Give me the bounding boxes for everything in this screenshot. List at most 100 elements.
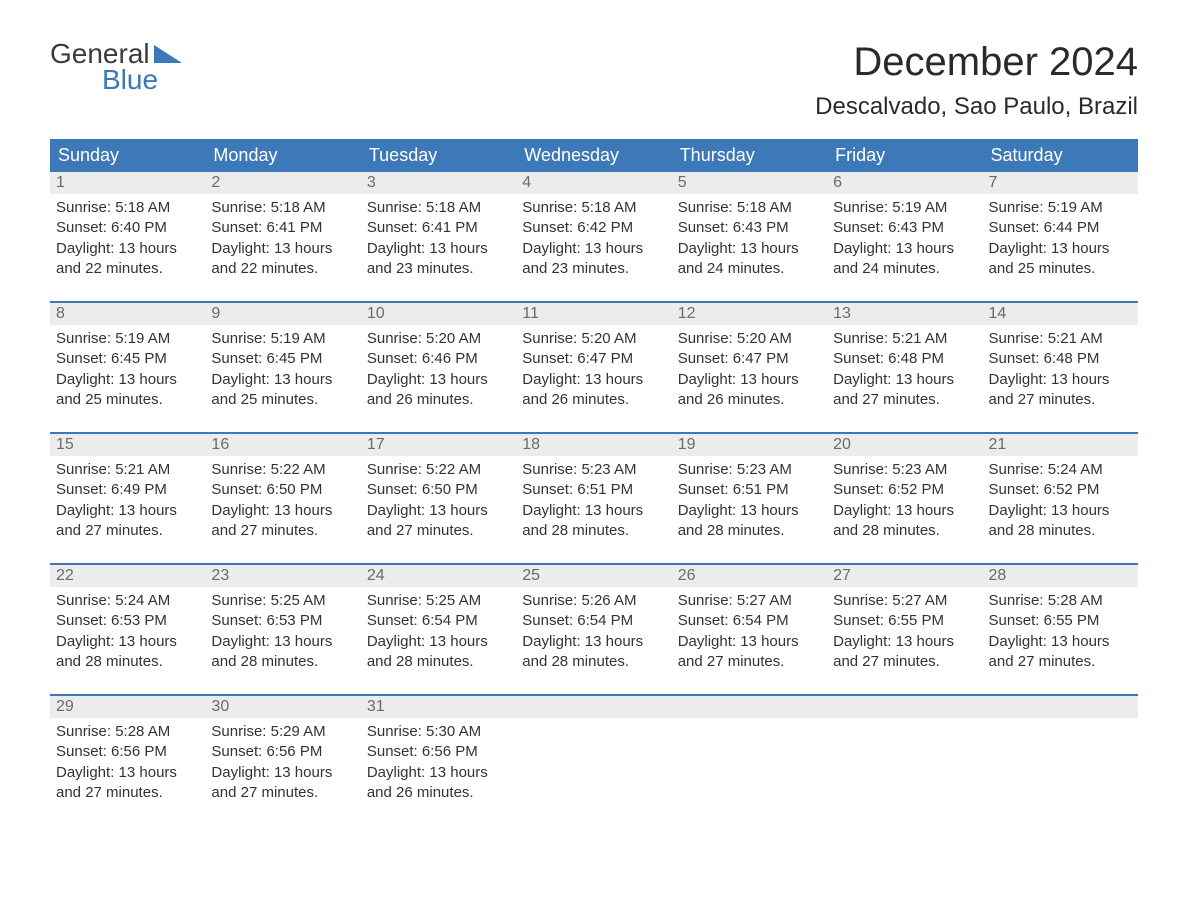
sunset-line: Sunset: 6:56 PM [367,742,510,762]
day-body: Sunrise: 5:19 AMSunset: 6:44 PMDaylight:… [983,194,1138,287]
day-header-row: SundayMondayTuesdayWednesdayThursdayFrid… [50,139,1138,172]
day-number-row: 1234567 [50,172,1138,194]
sunrise-line: Sunrise: 5:20 AM [367,329,510,349]
day-body [983,718,1138,811]
sunrise-line: Sunrise: 5:19 AM [833,198,976,218]
day-number: 28 [983,565,1138,587]
day-body: Sunrise: 5:25 AMSunset: 6:54 PMDaylight:… [361,587,516,680]
day-body: Sunrise: 5:22 AMSunset: 6:50 PMDaylight:… [205,456,360,549]
sunrise-line: Sunrise: 5:27 AM [833,591,976,611]
day-number: 5 [672,172,827,194]
sunset-line: Sunset: 6:53 PM [211,611,354,631]
day-body: Sunrise: 5:20 AMSunset: 6:46 PMDaylight:… [361,325,516,418]
daylight-line: Daylight: 13 hours and 27 minutes. [211,501,354,542]
week-spacer [50,418,1138,432]
day-number: 2 [205,172,360,194]
day-number: 20 [827,434,982,456]
sunset-line: Sunset: 6:45 PM [211,349,354,369]
day-number: 15 [50,434,205,456]
sunrise-line: Sunrise: 5:23 AM [522,460,665,480]
day-body: Sunrise: 5:20 AMSunset: 6:47 PMDaylight:… [672,325,827,418]
sunrise-line: Sunrise: 5:28 AM [56,722,199,742]
daylight-line: Daylight: 13 hours and 27 minutes. [56,763,199,804]
week-spacer [50,680,1138,694]
week: 891011121314Sunrise: 5:19 AMSunset: 6:45… [50,301,1138,432]
sunset-line: Sunset: 6:55 PM [989,611,1132,631]
sunrise-line: Sunrise: 5:21 AM [56,460,199,480]
day-body-row: Sunrise: 5:28 AMSunset: 6:56 PMDaylight:… [50,718,1138,811]
sunrise-line: Sunrise: 5:24 AM [56,591,199,611]
day-number: 1 [50,172,205,194]
day-number: 31 [361,696,516,718]
day-number: 25 [516,565,671,587]
sunrise-line: Sunrise: 5:20 AM [522,329,665,349]
daylight-line: Daylight: 13 hours and 27 minutes. [211,763,354,804]
sunrise-line: Sunrise: 5:29 AM [211,722,354,742]
day-number: 8 [50,303,205,325]
sunrise-line: Sunrise: 5:18 AM [678,198,821,218]
day-number: 17 [361,434,516,456]
day-number: 21 [983,434,1138,456]
sunrise-line: Sunrise: 5:18 AM [211,198,354,218]
page-header: General Blue December 2024 Descalvado, S… [50,40,1138,121]
day-header-cell: Thursday [672,139,827,172]
daylight-line: Daylight: 13 hours and 26 minutes. [367,370,510,411]
day-body: Sunrise: 5:18 AMSunset: 6:41 PMDaylight:… [361,194,516,287]
sunset-line: Sunset: 6:51 PM [678,480,821,500]
day-header-cell: Wednesday [516,139,671,172]
day-body: Sunrise: 5:23 AMSunset: 6:51 PMDaylight:… [516,456,671,549]
daylight-line: Daylight: 13 hours and 28 minutes. [833,501,976,542]
day-body: Sunrise: 5:18 AMSunset: 6:40 PMDaylight:… [50,194,205,287]
day-body: Sunrise: 5:25 AMSunset: 6:53 PMDaylight:… [205,587,360,680]
day-number: 29 [50,696,205,718]
daylight-line: Daylight: 13 hours and 26 minutes. [367,763,510,804]
sunrise-line: Sunrise: 5:28 AM [989,591,1132,611]
week: 293031Sunrise: 5:28 AMSunset: 6:56 PMDay… [50,694,1138,825]
day-header-cell: Saturday [983,139,1138,172]
daylight-line: Daylight: 13 hours and 24 minutes. [833,239,976,280]
sunset-line: Sunset: 6:51 PM [522,480,665,500]
day-body: Sunrise: 5:27 AMSunset: 6:54 PMDaylight:… [672,587,827,680]
daylight-line: Daylight: 13 hours and 27 minutes. [833,370,976,411]
day-body: Sunrise: 5:28 AMSunset: 6:56 PMDaylight:… [50,718,205,811]
daylight-line: Daylight: 13 hours and 27 minutes. [989,632,1132,673]
daylight-line: Daylight: 13 hours and 27 minutes. [367,501,510,542]
day-number: 30 [205,696,360,718]
week-spacer [50,287,1138,301]
day-body-row: Sunrise: 5:21 AMSunset: 6:49 PMDaylight:… [50,456,1138,549]
week: 22232425262728Sunrise: 5:24 AMSunset: 6:… [50,563,1138,694]
sunset-line: Sunset: 6:41 PM [367,218,510,238]
sunrise-line: Sunrise: 5:22 AM [211,460,354,480]
daylight-line: Daylight: 13 hours and 23 minutes. [367,239,510,280]
day-body: Sunrise: 5:21 AMSunset: 6:48 PMDaylight:… [983,325,1138,418]
weeks-container: 1234567Sunrise: 5:18 AMSunset: 6:40 PMDa… [50,172,1138,825]
sunset-line: Sunset: 6:53 PM [56,611,199,631]
daylight-line: Daylight: 13 hours and 27 minutes. [678,632,821,673]
sunset-line: Sunset: 6:54 PM [367,611,510,631]
week: 1234567Sunrise: 5:18 AMSunset: 6:40 PMDa… [50,172,1138,301]
sunrise-line: Sunrise: 5:20 AM [678,329,821,349]
day-number: 22 [50,565,205,587]
sunset-line: Sunset: 6:50 PM [367,480,510,500]
day-number [827,696,982,718]
day-number [516,696,671,718]
day-number: 4 [516,172,671,194]
day-body [672,718,827,811]
day-body [827,718,982,811]
sunset-line: Sunset: 6:50 PM [211,480,354,500]
day-number: 3 [361,172,516,194]
daylight-line: Daylight: 13 hours and 27 minutes. [833,632,976,673]
sunset-line: Sunset: 6:54 PM [522,611,665,631]
day-number: 16 [205,434,360,456]
day-number: 10 [361,303,516,325]
day-number: 14 [983,303,1138,325]
day-number: 9 [205,303,360,325]
day-number: 24 [361,565,516,587]
daylight-line: Daylight: 13 hours and 28 minutes. [678,501,821,542]
daylight-line: Daylight: 13 hours and 27 minutes. [989,370,1132,411]
day-number: 19 [672,434,827,456]
sunrise-line: Sunrise: 5:21 AM [989,329,1132,349]
day-body: Sunrise: 5:21 AMSunset: 6:48 PMDaylight:… [827,325,982,418]
sunset-line: Sunset: 6:42 PM [522,218,665,238]
day-body: Sunrise: 5:29 AMSunset: 6:56 PMDaylight:… [205,718,360,811]
